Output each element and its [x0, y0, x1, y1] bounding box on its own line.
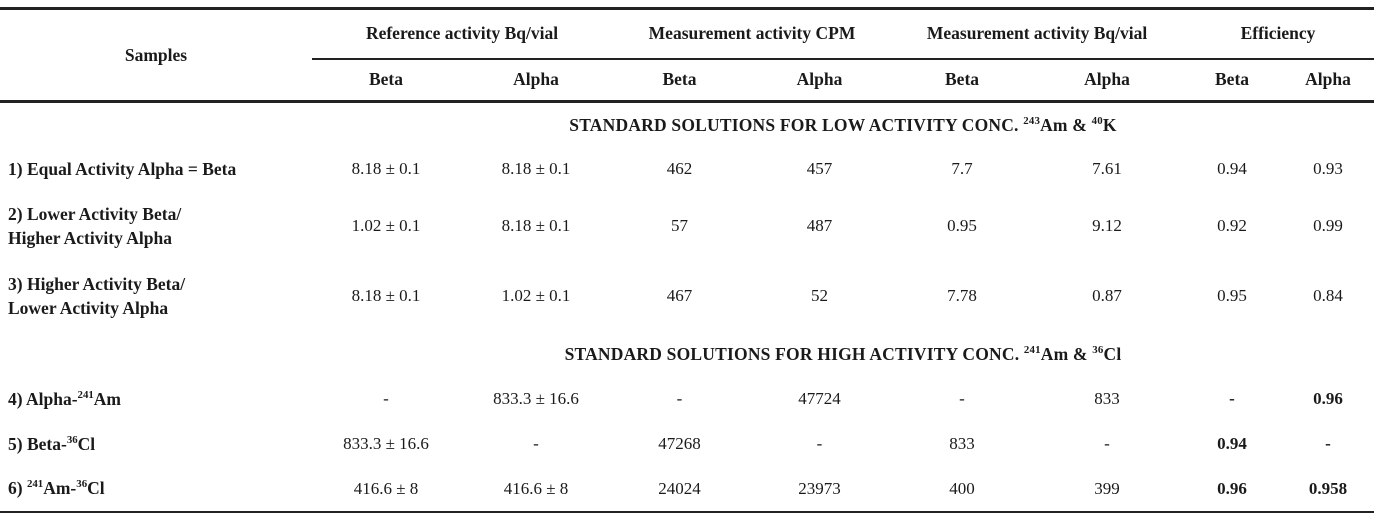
data-cell-eff-alpha: - — [1325, 434, 1331, 454]
col-header-ref-beta: Beta — [368, 69, 404, 90]
sample-label: 4) Alpha-241Am — [8, 388, 122, 409]
col-header-eff-beta: Beta — [1215, 69, 1250, 90]
data-cell-eff-alpha: 0.93 — [1313, 159, 1343, 179]
data-cell-cpm-alpha: 23973 — [798, 478, 841, 498]
section-header-row-high-activity: STANDARD SOLUTIONS FOR HIGH ACTIVITY CON… — [0, 332, 1374, 378]
data-cell-ref-alpha: 8.18 ± 0.1 — [501, 216, 571, 236]
table-row-sample-6: 6) 241Am-36Cl 416.6 ± 8 416.6 ± 8 24024 … — [0, 468, 1374, 512]
data-cell-bq-alpha: 7.61 — [1092, 159, 1122, 179]
data-cell-bq-beta: 7.78 — [947, 286, 977, 306]
table-body: STANDARD SOLUTIONS FOR LOW ACTIVITY CONC… — [0, 102, 1374, 512]
data-cell-bq-alpha: 9.12 — [1092, 216, 1122, 236]
data-cell-ref-alpha: 833.3 ± 16.6 — [493, 389, 579, 409]
data-cell-ref-beta: 8.18 ± 0.1 — [351, 159, 421, 179]
data-cell-ref-alpha: 416.6 ± 8 — [503, 478, 569, 498]
data-cell-ref-beta: - — [383, 389, 389, 409]
data-cell-ref-beta: 8.18 ± 0.1 — [351, 286, 421, 306]
data-cell-cpm-beta: 462 — [666, 159, 693, 179]
data-cell-bq-beta: - — [959, 389, 965, 409]
data-cell-cpm-beta: 47268 — [658, 434, 701, 454]
data-cell-ref-beta: 833.3 ± 16.6 — [343, 434, 429, 454]
section-spacer — [0, 332, 312, 378]
data-cell-bq-alpha: 833 — [1094, 389, 1120, 409]
group-header-row: Samples Reference activity Bq/vial Measu… — [0, 8, 1374, 65]
data-cell-eff-beta: 0.92 — [1217, 216, 1247, 236]
data-cell-cpm-alpha: 457 — [806, 159, 833, 179]
data-cell-ref-alpha: 8.18 ± 0.1 — [501, 159, 571, 179]
data-cell-eff-beta: 0.94 — [1217, 434, 1247, 454]
data-cell-eff-alpha: 0.99 — [1313, 216, 1343, 236]
data-cell-bq-alpha: 0.87 — [1092, 286, 1122, 306]
data-cell-bq-beta: 400 — [949, 478, 975, 498]
col-group-measurement-bq: Measurement activity Bq/vial — [892, 8, 1183, 60]
table-row-sample-3: 3) Higher Activity Beta/Lower Activity A… — [0, 262, 1374, 332]
data-cell-bq-alpha: 399 — [1094, 478, 1120, 498]
data-cell-cpm-beta: - — [676, 389, 683, 409]
section-title-low-activity: STANDARD SOLUTIONS FOR LOW ACTIVITY CONC… — [569, 114, 1117, 135]
data-cell-cpm-beta: 24024 — [658, 478, 701, 498]
data-cell-eff-beta: 0.94 — [1217, 159, 1247, 179]
results-table: Samples Reference activity Bq/vial Measu… — [0, 7, 1374, 513]
section-spacer — [0, 102, 312, 148]
section-title-high-activity: STANDARD SOLUTIONS FOR HIGH ACTIVITY CON… — [564, 344, 1122, 365]
data-cell-bq-beta: 7.7 — [951, 159, 973, 179]
col-group-efficiency: Efficiency — [1182, 8, 1374, 60]
section-header-row-low-activity: STANDARD SOLUTIONS FOR LOW ACTIVITY CONC… — [0, 102, 1374, 148]
sub-header-row: Beta Alpha Beta Alpha Beta Alpha Beta Al… — [0, 59, 1374, 102]
data-cell-cpm-alpha: 47724 — [798, 389, 841, 409]
data-cell-ref-alpha: 1.02 ± 0.1 — [501, 286, 571, 306]
table-row-sample-5: 5) Beta-36Cl 833.3 ± 16.6 - 47268 - 833 … — [0, 422, 1374, 468]
data-cell-eff-alpha: 0.958 — [1308, 478, 1348, 498]
table-row-sample-4: 4) Alpha-241Am - 833.3 ± 16.6 - 47724 - … — [0, 378, 1374, 422]
data-cell-cpm-beta: 57 — [671, 216, 688, 236]
data-cell-eff-alpha: 0.96 — [1313, 389, 1343, 409]
sample-label: 6) 241Am-36Cl — [8, 478, 105, 499]
col-header-ref-alpha: Alpha — [513, 69, 559, 90]
data-cell-bq-beta: 0.95 — [947, 216, 977, 236]
data-cell-cpm-alpha: - — [816, 434, 823, 454]
col-header-samples: Samples — [124, 44, 188, 65]
col-header-bq-beta: Beta — [945, 69, 980, 90]
data-cell-cpm-alpha: 52 — [811, 286, 828, 306]
table-row-sample-2: 2) Lower Activity Beta/Higher Activity A… — [0, 192, 1374, 262]
col-header-cpm-alpha: Alpha — [796, 69, 843, 90]
data-cell-bq-beta: 833 — [949, 434, 975, 454]
table-row-sample-1: 1) Equal Activity Alpha = Beta 8.18 ± 0.… — [0, 148, 1374, 192]
sample-label: 5) Beta-36Cl — [8, 433, 96, 454]
data-cell-bq-alpha: - — [1104, 434, 1110, 454]
data-cell-ref-beta: 1.02 ± 0.1 — [351, 216, 421, 236]
data-cell-eff-beta: - — [1229, 389, 1235, 409]
col-header-eff-alpha: Alpha — [1305, 69, 1351, 90]
table-header: Samples Reference activity Bq/vial Measu… — [0, 8, 1374, 102]
data-cell-cpm-beta: 467 — [666, 286, 693, 306]
data-cell-ref-alpha: - — [533, 434, 539, 454]
col-header-bq-alpha: Alpha — [1084, 69, 1130, 90]
data-cell-eff-alpha: 0.84 — [1313, 286, 1343, 306]
data-cell-ref-beta: 416.6 ± 8 — [353, 478, 419, 498]
sample-label: 2) Lower Activity Beta/Higher Activity A… — [8, 203, 182, 248]
col-header-cpm-beta: Beta — [662, 69, 697, 90]
sample-label: 1) Equal Activity Alpha = Beta — [8, 158, 237, 179]
col-group-measurement-cpm: Measurement activity CPM — [612, 8, 893, 60]
data-cell-eff-beta: 0.96 — [1217, 478, 1247, 498]
data-cell-cpm-alpha: 487 — [806, 216, 833, 236]
col-group-reference-activity: Reference activity Bq/vial — [312, 8, 612, 60]
sample-label: 3) Higher Activity Beta/Lower Activity A… — [8, 273, 186, 318]
data-cell-eff-beta: 0.95 — [1217, 286, 1247, 306]
